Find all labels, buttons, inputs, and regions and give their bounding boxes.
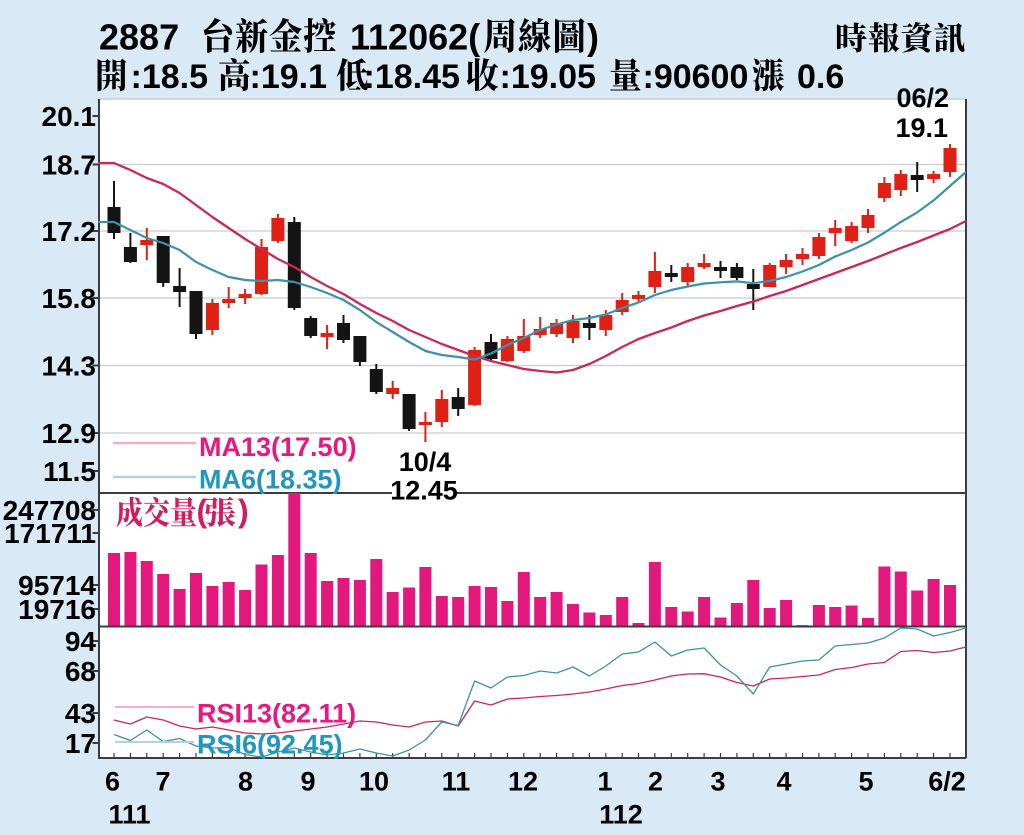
svg-text:3: 3 — [710, 767, 725, 797]
svg-text:94: 94 — [65, 626, 97, 657]
svg-text:18.7: 18.7 — [42, 150, 97, 181]
svg-text:112: 112 — [599, 800, 643, 830]
svg-text:95714: 95714 — [18, 570, 96, 601]
svg-text:MA6(18.35): MA6(18.35) — [199, 465, 342, 495]
svg-text:2: 2 — [648, 767, 663, 797]
svg-text:112062(: 112062( — [350, 17, 480, 58]
svg-text:RSI13(82.11): RSI13(82.11) — [197, 699, 356, 729]
svg-text:1: 1 — [597, 767, 612, 797]
svg-text:10: 10 — [359, 767, 389, 797]
svg-text::19.1: :19.1 — [250, 58, 328, 96]
svg-text:8: 8 — [238, 767, 253, 797]
svg-text:): ) — [238, 493, 249, 529]
svg-text::19.05: :19.05 — [500, 58, 596, 96]
svg-text:9: 9 — [300, 767, 315, 797]
svg-text:5: 5 — [858, 767, 873, 797]
svg-text:247708: 247708 — [3, 495, 96, 526]
svg-text:6: 6 — [105, 767, 120, 797]
svg-text:4: 4 — [776, 767, 791, 797]
svg-text:20.1: 20.1 — [42, 101, 97, 132]
svg-text:12.9: 12.9 — [42, 418, 97, 449]
svg-text:12.45: 12.45 — [390, 476, 458, 506]
svg-text:111: 111 — [108, 800, 150, 830]
svg-text:11: 11 — [442, 767, 471, 797]
svg-text:17: 17 — [65, 728, 96, 759]
svg-text:43: 43 — [65, 698, 96, 729]
svg-text:2887: 2887 — [99, 17, 179, 58]
svg-text:06/2: 06/2 — [896, 83, 949, 113]
svg-text:): ) — [587, 17, 599, 58]
svg-text:11.5: 11.5 — [43, 456, 96, 487]
svg-text:MA13(17.50): MA13(17.50) — [199, 432, 357, 462]
svg-text:10/4: 10/4 — [399, 447, 452, 477]
svg-text::18.45: :18.45 — [364, 58, 460, 96]
svg-text:14.3: 14.3 — [42, 351, 97, 382]
svg-text::90600: :90600 — [643, 58, 749, 96]
svg-text:17.2: 17.2 — [42, 216, 97, 247]
svg-text:15.8: 15.8 — [42, 283, 97, 314]
svg-text:12: 12 — [508, 767, 538, 797]
svg-text:0.6: 0.6 — [797, 58, 844, 96]
svg-text:19.1: 19.1 — [895, 113, 948, 143]
svg-text:6/2: 6/2 — [928, 767, 966, 797]
svg-text:68: 68 — [65, 656, 96, 687]
svg-text::18.5: :18.5 — [131, 58, 209, 96]
svg-text:RSI6(92.45): RSI6(92.45) — [197, 730, 343, 760]
svg-text:7: 7 — [155, 767, 170, 797]
svg-text:19716: 19716 — [18, 594, 96, 625]
svg-text:171711: 171711 — [4, 518, 96, 549]
svg-text:(: ( — [197, 493, 208, 529]
